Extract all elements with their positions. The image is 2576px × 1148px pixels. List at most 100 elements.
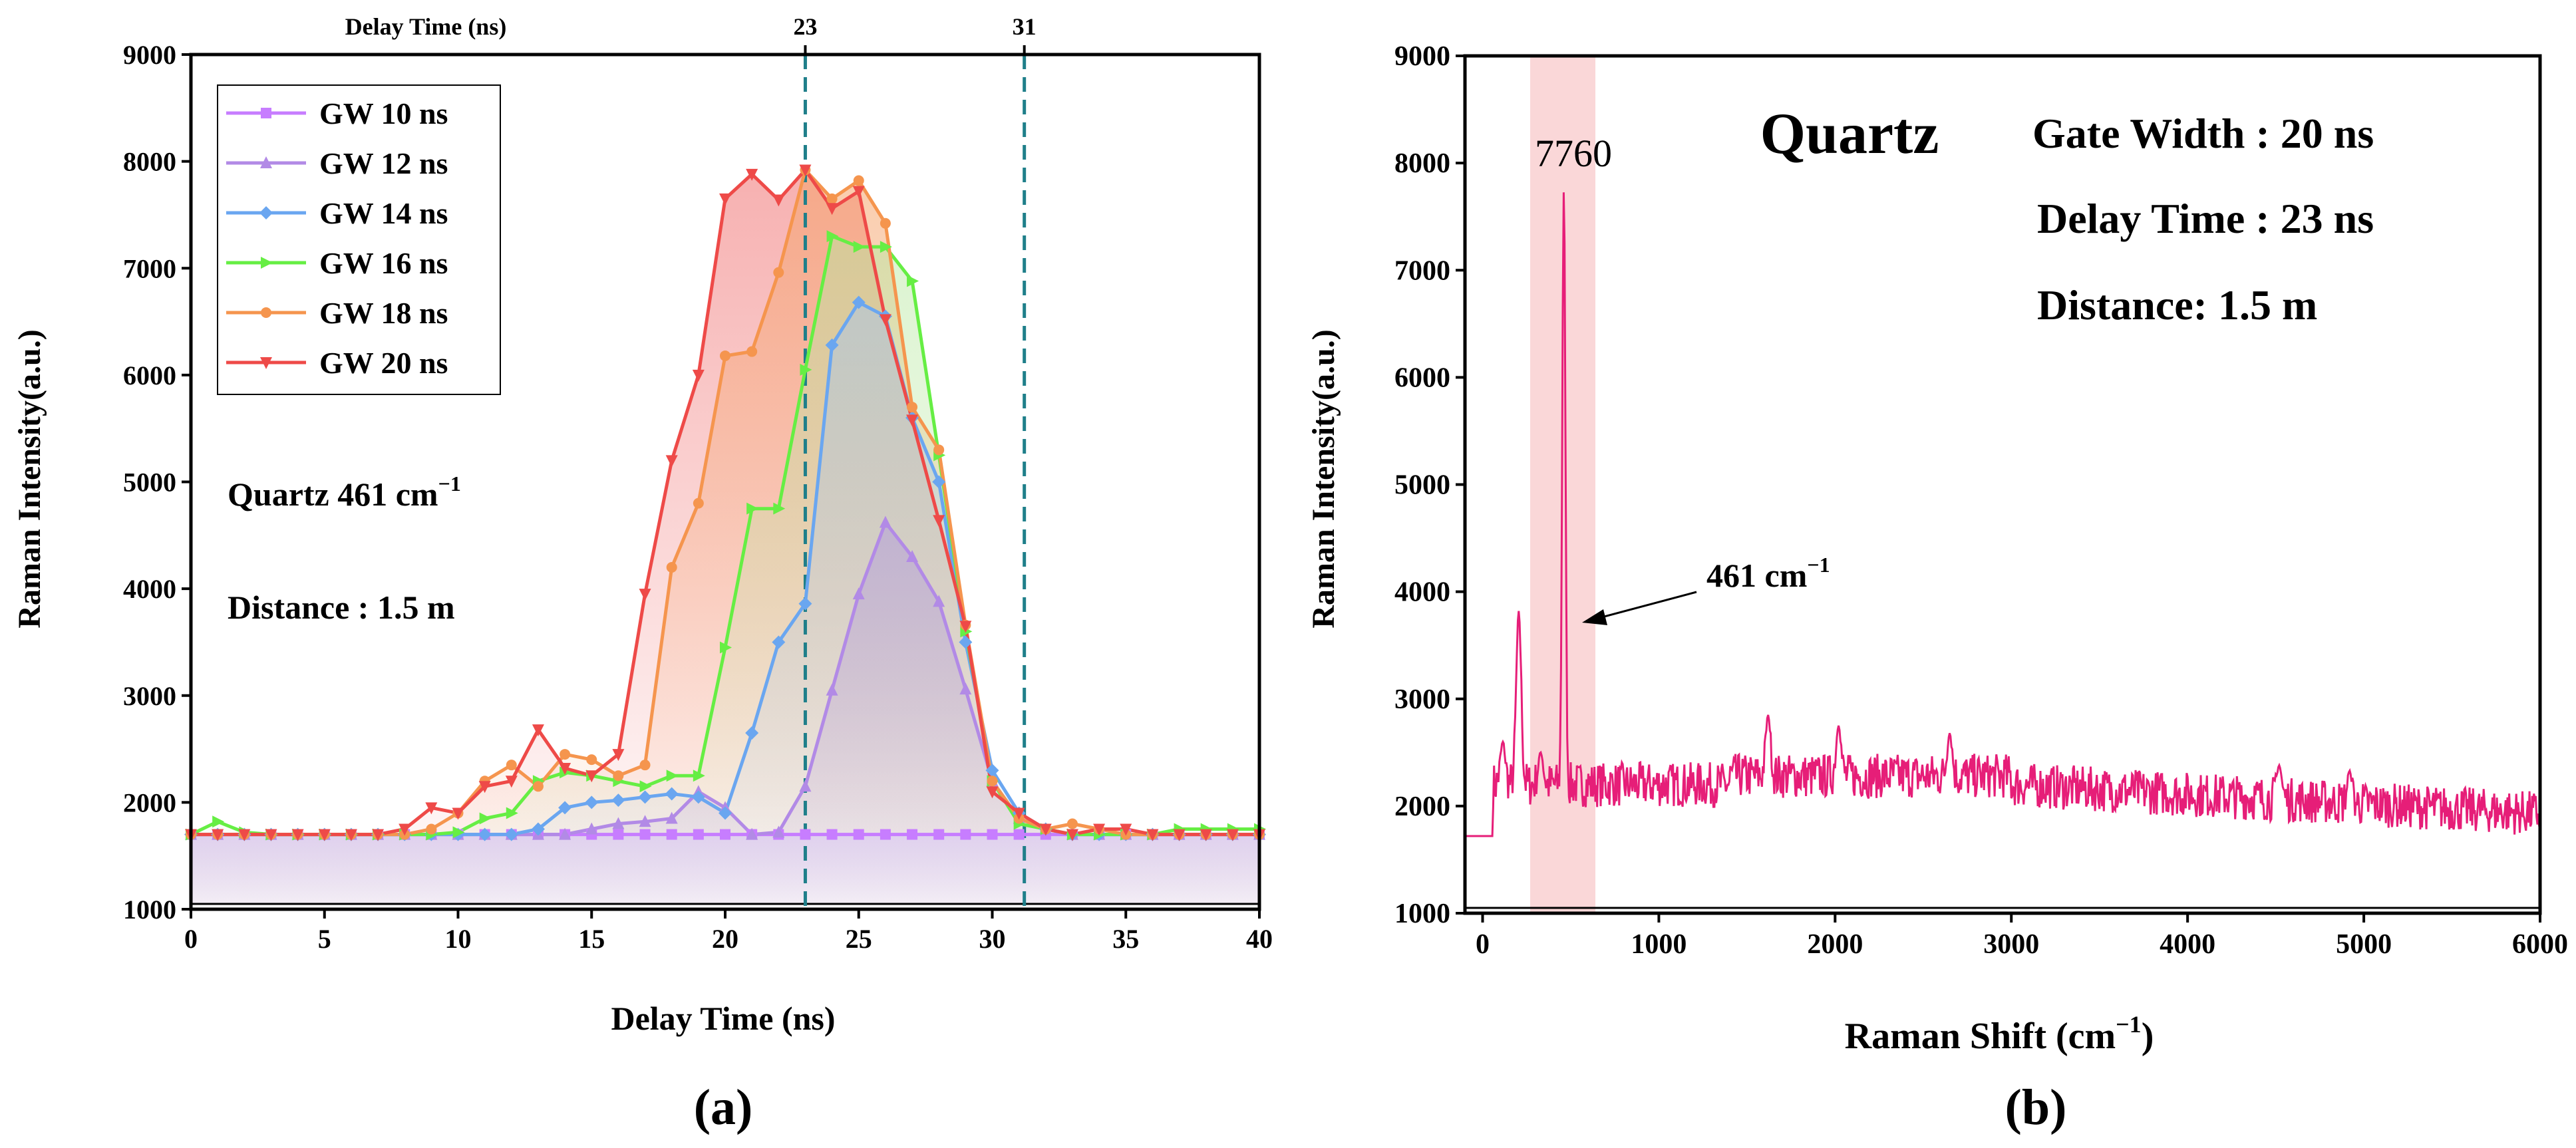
chart-a-point-gw-14-ns [852, 295, 866, 309]
chart-a-point-gw-18-ns [426, 823, 437, 835]
chart-a-x-ticks: 0 5 10 15 20 25 30 35 40 [184, 909, 1273, 954]
chart-a-point-gw-20-ns [505, 776, 518, 788]
chart-a-point-gw-16-ns [639, 780, 652, 793]
chart-a-point-gw-20-ns [986, 786, 999, 799]
chart-a-point-gw-14-ns [478, 827, 492, 841]
chart-a-point-gw-20-ns [1066, 829, 1078, 841]
chart-a-annotation-sample: Quartz 461 cm−1 [228, 472, 461, 513]
chart-a-y-tick-label: 9000 [123, 40, 176, 70]
chart-a-point-gw-10-ns [693, 829, 704, 840]
chart-a-point-gw-18-ns [907, 402, 918, 413]
chart-a-point-gw-20-ns [559, 762, 571, 775]
chart-a-point-gw-10-ns [960, 829, 971, 840]
chart-a-x-tick-label: 25 [846, 924, 872, 954]
chart-b-panel-label: (b) [2005, 1079, 2067, 1135]
chart-b-x-tick-label: 5000 [2336, 929, 2392, 960]
chart-a-point-gw-14-ns [558, 801, 572, 815]
chart-a-point-gw-16-ns [452, 826, 465, 839]
chart-a-point-gw-20-ns [612, 749, 625, 762]
chart-a-point-gw-12-ns [639, 815, 651, 827]
chart-a-point-gw-18-ns [1066, 818, 1078, 829]
chart-a-point-gw-18-ns [532, 781, 544, 792]
chart-b-x-tick-label: 4000 [2160, 929, 2215, 960]
legend-label-gw-18-ns: GW 18 ns [319, 296, 448, 330]
chart-a-point-gw-12-ns [612, 817, 625, 829]
chart-a-point-gw-12-ns [799, 780, 812, 792]
chart-a-y-tick-label: 3000 [123, 681, 176, 711]
chart-a-y-tick-label: 1000 [123, 895, 176, 925]
chart-b-info-distance: Distance: 1.5 m [2037, 281, 2317, 329]
chart-a-point-gw-20-ns [1093, 823, 1106, 836]
chart-b-y-tick-label: 7000 [1394, 255, 1450, 286]
chart-a-point-gw-14-ns [985, 764, 999, 778]
chart-a-point-gw-16-ns [853, 241, 866, 253]
chart-a-point-gw-20-ns [345, 829, 357, 841]
chart-a-point-gw-16-ns [800, 363, 812, 376]
chart-a-x-tick-label: 40 [1246, 924, 1273, 954]
chart-a-x-tick-label: 15 [578, 924, 605, 954]
chart-a-legend: GW 10 ns GW 12 ns GW 14 ns GW 16 ns GW 18 ns… [217, 84, 501, 395]
chart-a-point-gw-20-ns [1013, 807, 1025, 820]
legend-marker-gw-12-ns [260, 156, 272, 168]
chart-b-info-delay-time: Delay Time : 23 ns [2037, 195, 2374, 242]
chart-a-point-gw-12-ns [933, 595, 945, 607]
chart-a-vertical-markers [803, 55, 1027, 909]
chart-a-point-gw-18-ns [880, 217, 891, 229]
chart-a-point-gw-20-ns [906, 414, 919, 427]
chart-a-point-gw-20-ns [1146, 829, 1159, 841]
chart-a-point-gw-18-ns [826, 193, 838, 204]
chart-a-point-gw-20-ns [852, 186, 865, 198]
chart-a-point-gw-18-ns [720, 350, 730, 361]
chart-a-point-gw-16-ns [773, 502, 786, 515]
chart-a-point-gw-20-ns [1120, 823, 1132, 836]
chart-a-point-gw-16-ns [693, 770, 705, 782]
chart-a-y-tick-label: 4000 [123, 574, 176, 604]
legend-marker-gw-10-ns [261, 108, 271, 118]
chart-a-vline-label-23: 23 [793, 13, 817, 40]
chart-a-point-gw-10-ns [800, 829, 811, 840]
chart-a-point-gw-14-ns [932, 475, 946, 489]
chart-b-x-ticks: 0 1000 2000 3000 4000 5000 6000 [1476, 913, 2568, 960]
chart-b-peak-value-label: 7760 [1535, 132, 1612, 175]
chart-a-point-gw-20-ns [879, 314, 891, 327]
chart-a-annotation-sample-sup: −1 [438, 472, 461, 496]
chart-a-point-gw-14-ns [665, 787, 679, 801]
chart-a-point-gw-14-ns [772, 635, 786, 649]
chart-a-point-gw-16-ns [880, 241, 892, 253]
chart-a-point-gw-12-ns [826, 683, 838, 696]
chart-a-point-gw-14-ns [585, 795, 599, 809]
chart-a-point-gw-10-ns [826, 829, 838, 840]
chart-a-point-gw-20-ns [212, 829, 224, 841]
chart-a-x-tick-label: 35 [1112, 924, 1139, 954]
chart-b-y-axis-label: Raman Intensity(a.u.) [1306, 329, 1341, 628]
chart-a-point-gw-18-ns [746, 346, 758, 357]
chart-b-y-ticks: 1000 2000 3000 4000 5000 6000 7000 8000 9000 [1394, 41, 1465, 929]
chart-a-point-gw-16-ns [907, 275, 919, 287]
chart-a-y-tick-label: 7000 [123, 253, 176, 283]
chart-a-point-gw-18-ns [987, 776, 998, 787]
chart-a-point-gw-20-ns [959, 621, 972, 633]
chart-a-point-gw-20-ns [399, 823, 411, 836]
chart-b-x-tick-label: 2000 [1807, 929, 1863, 960]
chart-b-x-tick-label: 1000 [1631, 929, 1687, 960]
chart-a-point-gw-16-ns [666, 770, 679, 782]
chart-a-point-gw-18-ns [639, 760, 651, 771]
chart-a-point-gw-12-ns [852, 587, 865, 600]
chart-a-point-gw-20-ns [826, 203, 838, 215]
chart-a-point-gw-20-ns [425, 802, 438, 815]
chart-b-y-tick-label: 2000 [1394, 791, 1450, 822]
chart-a-x-tick-label: 20 [712, 924, 738, 954]
legend-label-gw-12-ns: GW 12 ns [319, 146, 448, 180]
chart-a-point-gw-20-ns [799, 164, 812, 177]
chart-b-x-tick-label: 0 [1476, 929, 1490, 960]
chart-a-point-gw-10-ns [987, 829, 998, 840]
chart-b-peak-annotation-sup: −1 [1807, 553, 1830, 577]
chart-a-point-gw-12-ns [906, 549, 919, 562]
chart-b-x-tick-label: 6000 [2512, 929, 2568, 960]
chart-b-x-tick-label: 3000 [1983, 929, 2039, 960]
chart-b-peak-annotation: 461 cm−1 [1706, 553, 1830, 594]
chart-a-y-axis-label: Raman Intensity(a.u.) [12, 329, 47, 628]
chart-a-point-gw-12-ns [959, 682, 972, 695]
chart-b-spectrum-line [1465, 192, 2541, 837]
chart-a-point-gw-10-ns [639, 829, 651, 840]
